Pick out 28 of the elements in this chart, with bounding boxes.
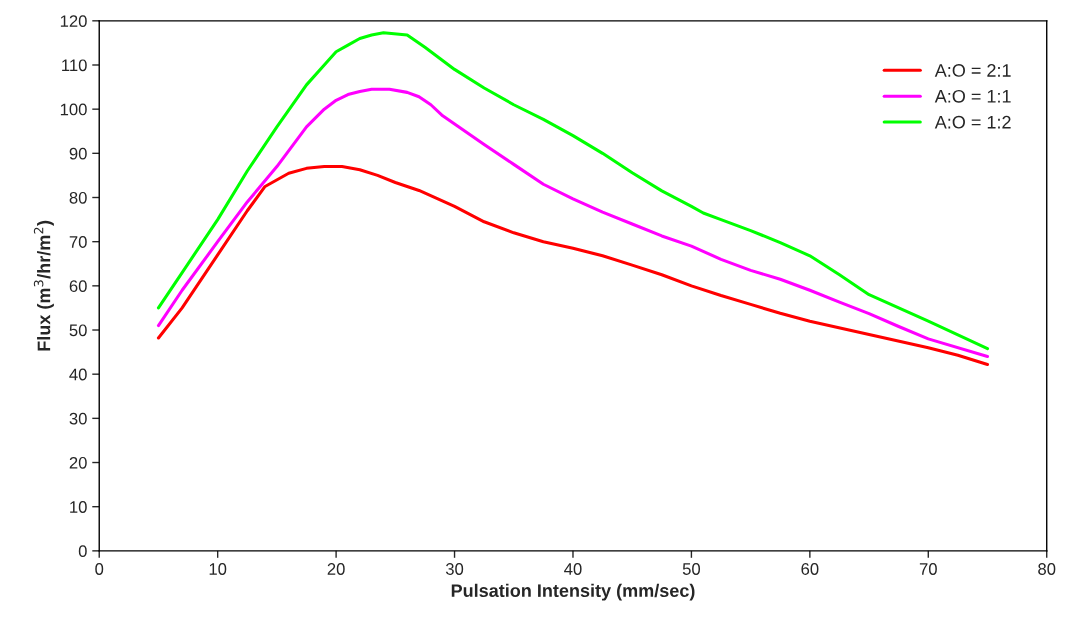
x-tick-label: 80 [1038,563,1056,575]
x-tick-label: 20 [327,563,345,575]
y-tick-label: 60 [69,280,87,293]
y-tick-label: 90 [69,147,87,160]
x-tick-label: 70 [919,563,937,575]
legend-label: A:O = 2:1 [934,64,1011,77]
y-tick-label: 70 [69,236,87,248]
y-tick-label: 120 [60,15,87,28]
x-tick-label: 50 [682,563,701,575]
y-tick-label: 0 [78,545,87,558]
y-tick-label: 100 [60,103,87,116]
y-tick-label: 80 [69,191,87,204]
y-tick-label: 30 [69,412,87,425]
legend-label: A:O = 1:2 [934,115,1011,129]
y-tick-label: 110 [62,59,87,72]
y-axis-title: Flux (m$^{3}$/hr/m$^{2}$) [33,220,54,351]
x-tick-label: 30 [445,563,464,575]
x-axis-title: Pulsation Intensity (mm/sec) [451,583,695,601]
x-tick-label: 10 [209,563,227,575]
y-tick-label: 20 [69,456,87,469]
y-tick-label: 50 [69,324,87,337]
line-series [156,165,990,366]
x-tick-label: 40 [564,563,582,575]
y-tick-label: 10 [70,501,87,513]
x-tick-label: 0 [95,563,104,575]
y-tick-label: 40 [69,368,87,381]
x-tick-label: 60 [801,563,819,575]
legend-label: A:O = 1:1 [934,89,1011,103]
